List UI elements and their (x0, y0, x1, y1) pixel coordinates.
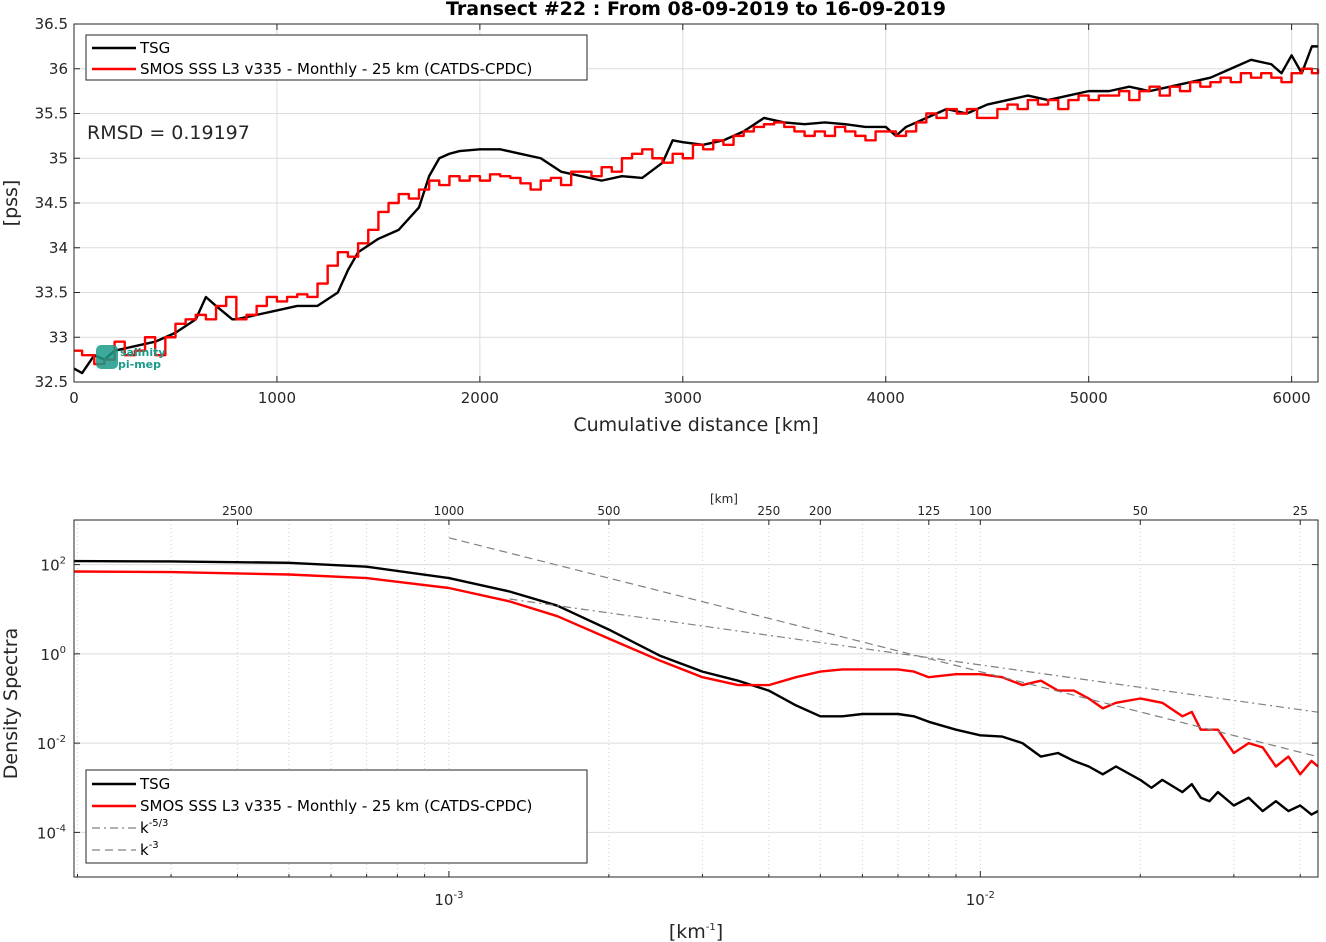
top-axis-tick-label: 50 (1133, 504, 1148, 518)
bottom-legend: TSG SMOS SSS L3 v335 - Monthly - 25 km (C… (85, 769, 588, 864)
top-chart-title: Transect #22 : From 08-09-2019 to 16-09-… (446, 0, 946, 20)
bottom-legend-box (85, 769, 588, 864)
legend-exponent: -5/3 (149, 818, 169, 829)
bottom-chart: 10-3 10-2 10-4 10-2 100 102 2500 1000 500 250 200 1… (0, 492, 1319, 942)
legend-label-text: k (140, 819, 149, 837)
smos-spectrum-line (73, 570, 1319, 776)
top-axis-tick-label: 1000 (434, 504, 465, 518)
legend-label-text: k (140, 841, 149, 859)
top-axis-tick-label: 2500 (222, 504, 253, 518)
logo-text-bottom: pi-mep (118, 358, 161, 371)
y-tick-label: 102 (41, 556, 66, 575)
y-tick-label: 36 (49, 60, 68, 78)
x-tick-label: 2000 (461, 389, 499, 407)
top-x-axis-label: Cumulative distance [km] (573, 414, 818, 436)
y-tick-label: 32.5 (35, 373, 68, 391)
smos-series-line (74, 67, 1320, 366)
x-tick-label: 6000 (1273, 389, 1311, 407)
top-chart: 0 1000 2000 3000 4000 5000 6000 32.5 33 33.5 34 34.… (0, 0, 1320, 436)
x-tick-label: 5000 (1070, 389, 1108, 407)
legend-label: k-3 (140, 840, 159, 859)
bottom-y-axis-label: Density Spectra (0, 628, 22, 779)
top-legend: TSG SMOS SSS L3 v335 - Monthly - 25 km (C… (85, 34, 588, 81)
legend-label-text: TSG (139, 775, 170, 793)
y-tick-label: 100 (41, 645, 66, 664)
top-legend-box (85, 34, 588, 81)
y-tick-label: 34 (49, 239, 68, 257)
y-tick-label: 33 (49, 328, 68, 346)
bottom-axes-frame (73, 519, 1319, 878)
legend-label: SMOS SSS L3 v335 - Monthly - 25 km (CATD… (140, 797, 532, 815)
top-y-axis-label: [pss] (0, 180, 22, 227)
y-tick-label: 10-2 (37, 734, 66, 753)
top-axis-label: [km] (710, 492, 738, 506)
x-tick-label: 0 (69, 389, 79, 407)
legend-label-text: SMOS SSS L3 v335 - Monthly - 25 km (CATD… (140, 797, 532, 815)
top-axis-tick-label: 25 (1293, 504, 1308, 518)
logo-text-top: salinity (120, 346, 166, 359)
legend-label: TSG (139, 775, 170, 793)
y-tick-label: 36.5 (35, 15, 68, 33)
tsg-spectrum-line (73, 559, 1319, 816)
legend-label: SMOS SSS L3 v335 - Monthly - 25 km (CATD… (140, 60, 532, 78)
legend-label: k-5/3 (140, 818, 168, 837)
y-tick-label: 34.5 (35, 194, 68, 212)
top-axis-tick-label: 250 (757, 504, 780, 518)
k-minus-5-3-reference-line (509, 598, 1319, 713)
x-tick-label: 10-3 (434, 890, 463, 909)
top-axis-tick-label: 200 (809, 504, 832, 518)
y-tick-label: 35.5 (35, 105, 68, 123)
rmsd-annotation: RMSD = 0.19197 (87, 122, 250, 144)
top-axis-tick-label: 125 (917, 504, 940, 518)
logo-mark (96, 345, 118, 369)
x-tick-label: 4000 (867, 389, 905, 407)
bottom-x-axis-label: [km-1] (669, 921, 723, 942)
y-tick-label: 33.5 (35, 284, 68, 302)
k-minus-3-reference-line (448, 537, 1319, 758)
x-tick-label: 3000 (664, 389, 702, 407)
legend-exponent: -3 (149, 840, 159, 851)
y-tick-label: 10-4 (37, 823, 66, 842)
y-tick-label: 35 (49, 149, 68, 167)
x-tick-label: 10-2 (966, 890, 995, 909)
legend-label: TSG (139, 39, 170, 57)
x-tick-label: 1000 (258, 389, 296, 407)
top-axis-tick-label: 100 (969, 504, 992, 518)
top-axes-frame (73, 23, 1319, 383)
top-axis-tick-label: 500 (597, 504, 620, 518)
